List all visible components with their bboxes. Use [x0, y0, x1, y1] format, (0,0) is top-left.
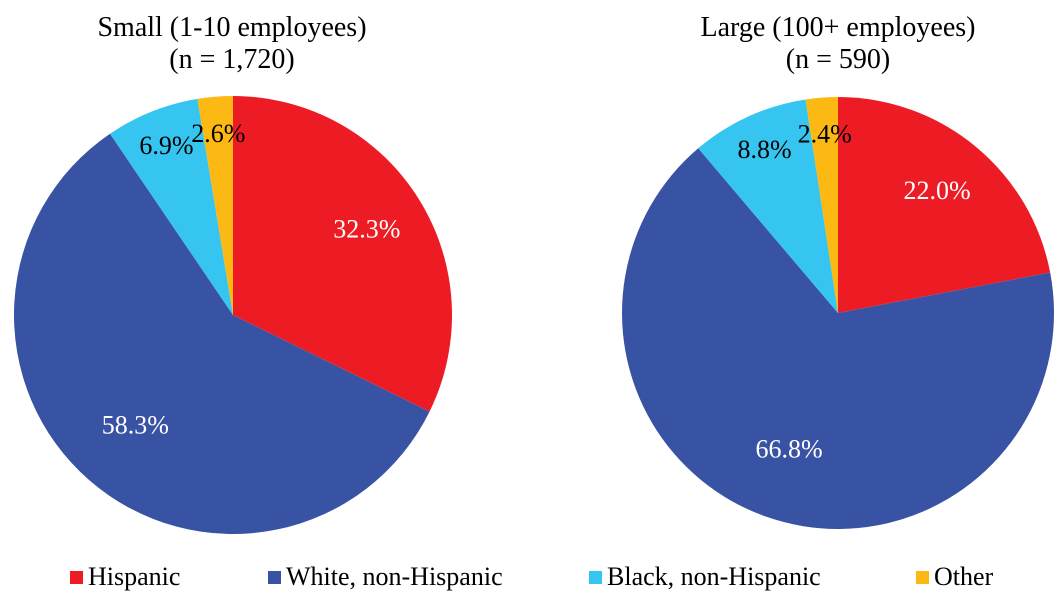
pie-large-label-other: 2.4% [798, 119, 852, 148]
pie-small-label-white: 58.3% [102, 410, 169, 439]
pie-small-slice-hispanic [233, 96, 452, 412]
pie-large-label-white: 66.8% [756, 434, 823, 463]
legend-label-other: Other [934, 562, 994, 591]
legend-label-hispanic: Hispanic [88, 562, 181, 591]
chart-title-large-main: Large (100+ employees) [700, 12, 976, 43]
pie-small-slice-other [197, 96, 233, 315]
legend-item-other: Other [916, 560, 993, 594]
pie-small-slice-white [13, 133, 430, 534]
pie-large-label-hispanic: 22.0% [904, 176, 971, 205]
legend-swatch-hispanic [70, 570, 83, 584]
pie-charts: 32.3% 58.3% 6.9%2.6% 22.0% 66.8% 8.8%2.4% [13, 96, 1054, 534]
pie-small-slice-black [110, 98, 233, 315]
pie-small-label-hispanic: 32.3% [333, 215, 400, 244]
legend-swatch-black [589, 570, 602, 584]
legend-item-black: Black, non-Hispanic [589, 560, 821, 594]
legend-swatch-other [916, 570, 929, 584]
legend-item-white: White, non-Hispanic [268, 560, 503, 594]
chart-title-small-main: Small (1-10 employees) [97, 12, 367, 43]
pie-large-slice-hispanic [838, 97, 1051, 313]
legend-label-black: Black, non-Hispanic [607, 562, 821, 591]
pie-large-label-black: 8.8% [738, 135, 792, 164]
pie-small-label-black: 6.9% [139, 131, 193, 160]
legend-swatch-white [268, 570, 281, 584]
pie-large-slice-black [698, 99, 838, 313]
pie-large-slice-other [805, 97, 838, 313]
legend: Hispanic White, non-Hispanic Black, non-… [0, 560, 1056, 594]
legend-item-hispanic: Hispanic [70, 560, 180, 594]
pie-large-slice-white [622, 148, 1054, 529]
legend-label-white: White, non-Hispanic [286, 562, 503, 591]
chart-title-large-n: (n = 590) [785, 44, 891, 75]
chart-title-small: Small (1-10 employees) (n = 1,720) [12, 12, 452, 76]
pie-small-label-other: 2.6% [191, 119, 245, 148]
chart-title-small-n: (n = 1,720) [169, 44, 295, 75]
chart-title-large: Large (100+ employees) (n = 590) [618, 12, 1056, 76]
